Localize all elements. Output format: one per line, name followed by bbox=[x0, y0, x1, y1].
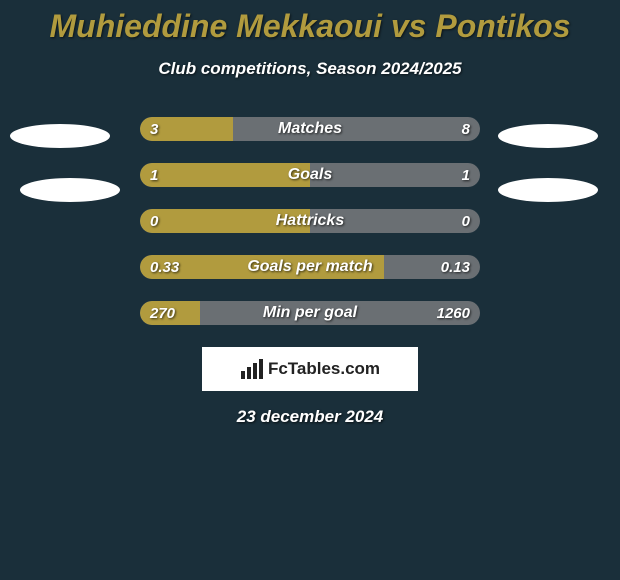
stat-row: 38Matches bbox=[0, 117, 620, 141]
stat-row: 00Hattricks bbox=[0, 209, 620, 233]
brand-box: FcTables.com bbox=[202, 347, 418, 391]
stat-row: 0.330.13Goals per match bbox=[0, 255, 620, 279]
stat-row: 2701260Min per goal bbox=[0, 301, 620, 325]
bar-track: 00Hattricks bbox=[140, 209, 480, 233]
bar-track: 2701260Min per goal bbox=[140, 301, 480, 325]
stat-label: Hattricks bbox=[140, 209, 480, 233]
brand-text: FcTables.com bbox=[268, 359, 380, 379]
brand-logo: FcTables.com bbox=[240, 359, 380, 379]
stat-label: Goals bbox=[140, 163, 480, 187]
bar-track: 38Matches bbox=[140, 117, 480, 141]
stat-label: Goals per match bbox=[140, 255, 480, 279]
stat-row: 11Goals bbox=[0, 163, 620, 187]
bars-icon bbox=[240, 359, 264, 379]
comparison-chart: 38Matches 11Goals 00Hattricks 0.330.13Goals… bbox=[0, 117, 620, 325]
bar-track: 0.330.13Goals per match bbox=[140, 255, 480, 279]
stat-label: Min per goal bbox=[140, 301, 480, 325]
footer-date: 23 december 2024 bbox=[0, 407, 620, 427]
page-subtitle: Club competitions, Season 2024/2025 bbox=[0, 59, 620, 79]
page-title: Muhieddine Mekkaoui vs Pontikos bbox=[0, 0, 620, 45]
bar-track: 11Goals bbox=[140, 163, 480, 187]
stat-label: Matches bbox=[140, 117, 480, 141]
